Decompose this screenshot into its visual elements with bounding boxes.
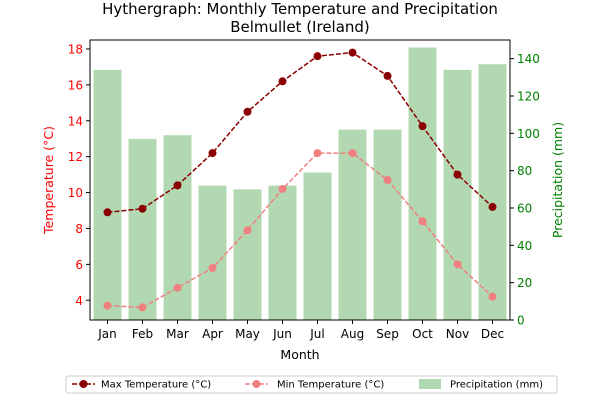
y-right-tick-label: 20: [517, 276, 532, 290]
y-right-tick-label: 120: [517, 90, 540, 104]
x-tick-label: Jun: [272, 327, 292, 341]
y-left-tick-label: 12: [68, 150, 83, 164]
max-temperature-point: [278, 77, 287, 86]
x-axis-label: Month: [280, 347, 319, 362]
precipitation-bar: [128, 138, 157, 320]
min-temperature-point: [488, 292, 497, 301]
precipitation-bar: [93, 69, 122, 320]
precipitation-bars: [93, 47, 507, 321]
y-axis-right: 0 20 40 60 80 100 120 140: [510, 52, 540, 328]
x-tick-label: Nov: [446, 327, 469, 341]
max-temperature-point: [173, 181, 182, 190]
min-temperature-point: [313, 149, 322, 158]
x-tick-label: Apr: [202, 327, 223, 341]
min-temperature-point: [278, 184, 287, 193]
precipitation-bar: [303, 172, 332, 320]
max-temperature-point: [103, 208, 112, 217]
legend-item-max: Max Temperature (°C): [72, 380, 211, 391]
y-left-tick-label: 18: [68, 42, 83, 56]
y-axis-left: 4 6 8 10 12 14 16 18: [68, 42, 90, 308]
y-right-tick-label: 60: [517, 202, 532, 216]
y-left-tick-label: 4: [75, 294, 83, 308]
max-temperature-point: [348, 48, 357, 57]
min-temperature-point: [453, 260, 462, 269]
x-tick-label: Oct: [412, 327, 433, 341]
x-tick-label: Dec: [481, 327, 504, 341]
precipitation-bar: [268, 185, 297, 320]
chart-subtitle: Belmullet (Ireland): [230, 18, 370, 36]
legend-label-max: Max Temperature (°C): [101, 380, 211, 391]
max-temperature-line: [107, 51, 494, 214]
max-temperature-point: [243, 107, 252, 116]
x-tick-label: Feb: [132, 327, 153, 341]
legend-item-min: Min Temperature (°C): [245, 380, 384, 391]
legend-item-precip: Precipitation (mm): [419, 379, 543, 391]
legend-label-precip: Precipitation (mm): [450, 380, 543, 391]
y-axis-right-label: Precipitation (mm): [550, 122, 565, 238]
legend-marker-min: [252, 380, 261, 388]
y-right-tick-label: 140: [517, 52, 540, 66]
precipitation-bar: [163, 135, 192, 320]
plot-frame: [89, 39, 511, 321]
min-temperature-point: [103, 301, 112, 310]
y-axis-left-label: Temperature (°C): [41, 126, 56, 235]
min-temperature-series: [103, 149, 497, 312]
x-tick-label: Sep: [376, 327, 399, 341]
legend: Max Temperature (°C) Min Temperature (°C…: [65, 375, 558, 394]
y-left-tick-label: 14: [68, 114, 83, 128]
precipitation-bar: [198, 185, 227, 320]
y-left-tick-label: 10: [68, 186, 83, 200]
max-temperature-point: [418, 122, 427, 131]
precipitation-bar: [338, 129, 367, 320]
x-tick-label: Aug: [341, 327, 364, 341]
min-temperature-point: [138, 303, 147, 312]
y-left-tick-label: 16: [68, 78, 83, 92]
max-temperature-series: [103, 48, 497, 217]
legend-swatch-precip: [419, 379, 441, 389]
min-temperature-point: [243, 226, 252, 235]
precipitation-bar: [373, 129, 402, 320]
precipitation-bar: [443, 69, 472, 320]
x-tick-label: Jul: [309, 327, 324, 341]
max-temperature-point: [453, 170, 462, 179]
max-temperature-point: [488, 202, 497, 211]
max-temperature-point: [383, 71, 392, 80]
y-left-tick-label: 8: [75, 222, 83, 236]
y-right-tick-label: 0: [517, 314, 525, 328]
precipitation-bar: [408, 47, 437, 320]
min-temperature-point: [383, 176, 392, 184]
legend-label-min: Min Temperature (°C): [277, 380, 384, 391]
x-tick-label: May: [235, 327, 260, 341]
min-temperature-point: [418, 217, 427, 226]
x-tick-label: Jan: [97, 327, 117, 341]
precipitation-bar: [233, 189, 262, 320]
max-temperature-point: [208, 149, 217, 158]
y-right-tick-label: 40: [517, 239, 532, 253]
min-temperature-point: [348, 149, 357, 158]
max-temperature-point: [138, 204, 147, 213]
x-axis: Jan Feb Mar Apr May Jun Jul Aug Sep Oct Nov Dec: [97, 320, 504, 341]
chart-title: Hythergraph: Monthly Temperature and Pre…: [102, 0, 498, 18]
y-right-tick-label: 100: [517, 127, 540, 141]
max-temperature-point: [313, 52, 322, 61]
y-right-tick-label: 80: [517, 164, 532, 178]
min-temperature-point: [173, 283, 182, 292]
y-left-tick-label: 6: [75, 258, 83, 272]
min-temperature-line: [107, 152, 494, 309]
legend-marker-max: [79, 380, 88, 388]
precipitation-bar: [478, 64, 507, 321]
min-temperature-point: [208, 263, 217, 272]
x-tick-label: Mar: [166, 327, 189, 341]
